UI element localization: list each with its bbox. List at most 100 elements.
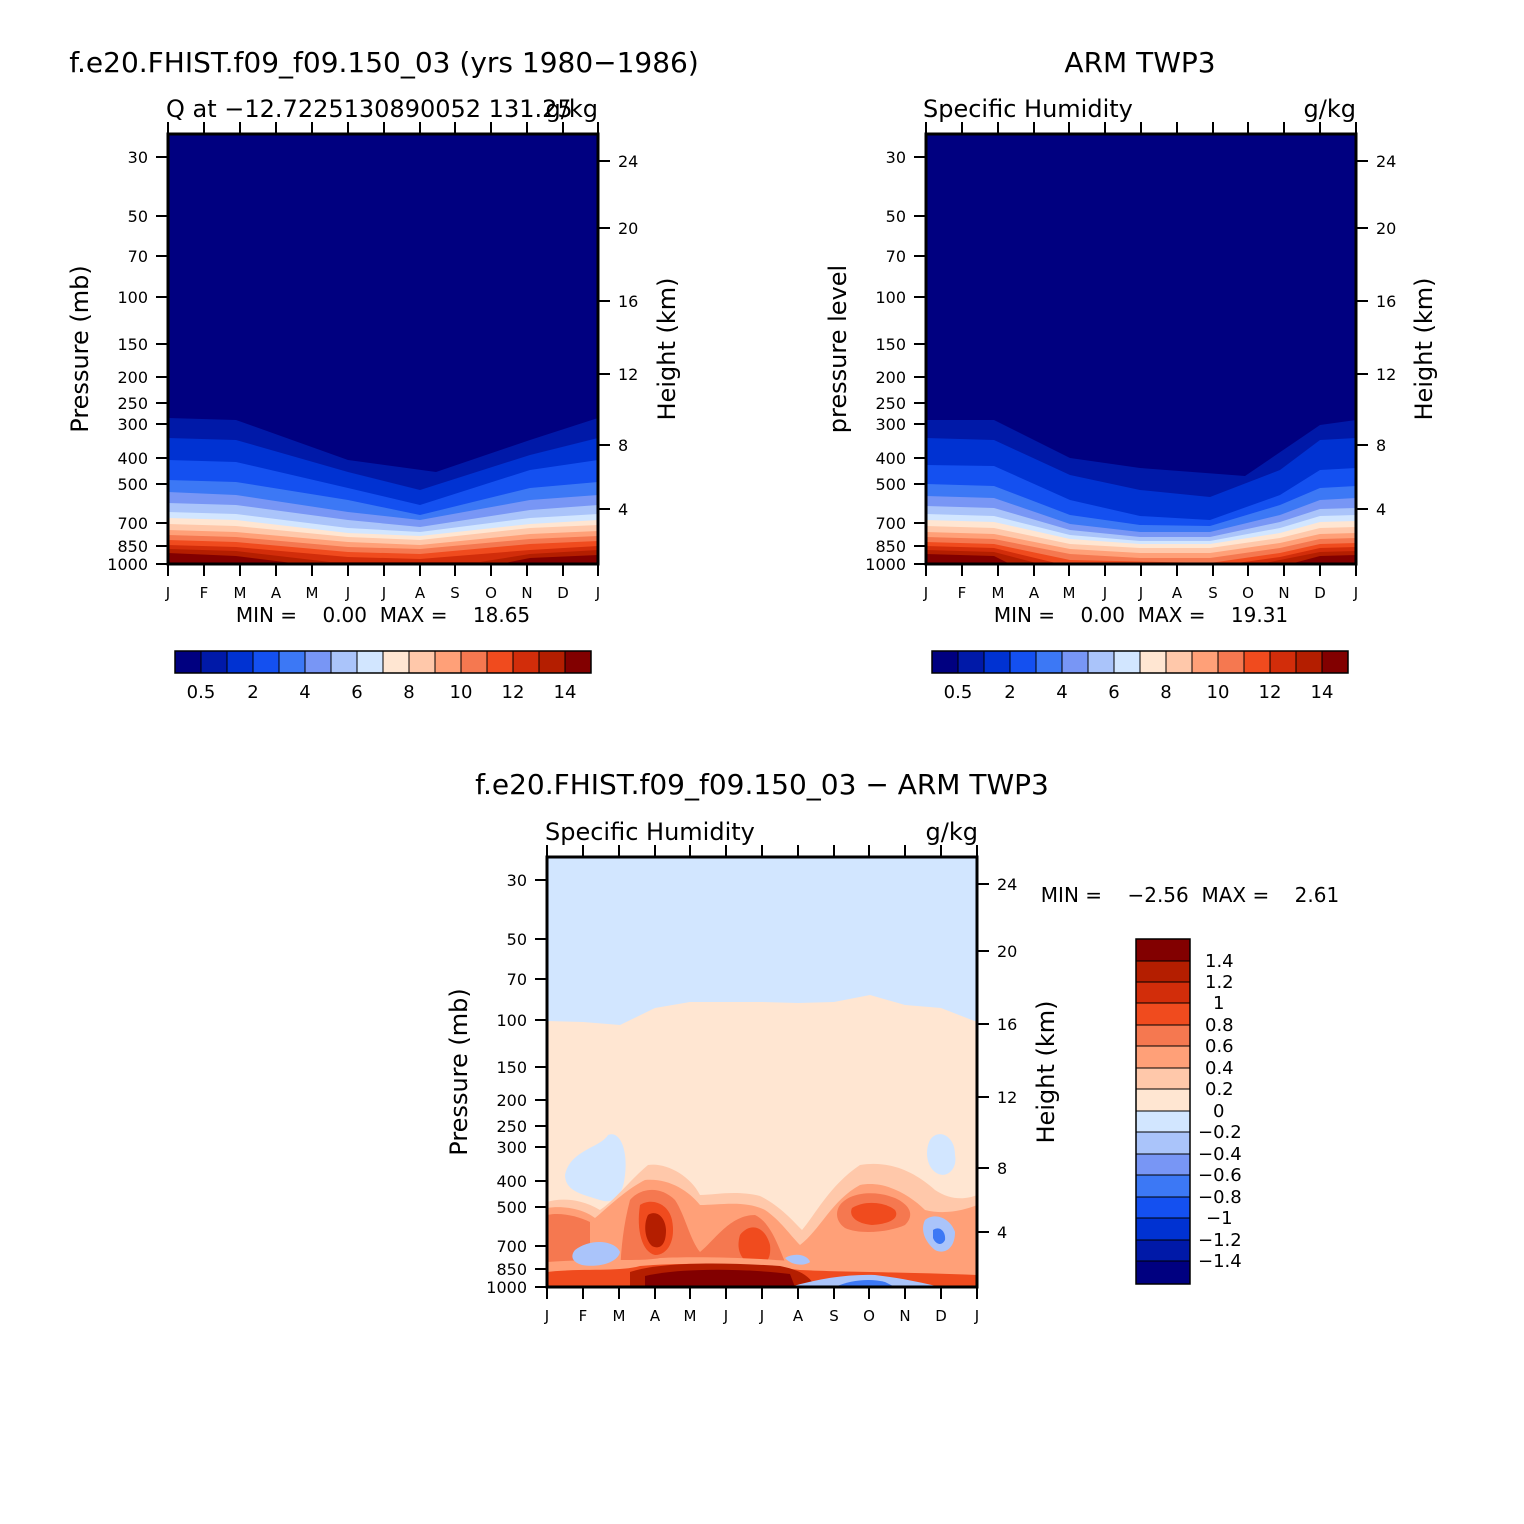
svg-text:A: A xyxy=(793,1307,804,1325)
svg-text:150: 150 xyxy=(496,1058,527,1077)
svg-text:24: 24 xyxy=(1376,152,1396,171)
obs-title: ARM TWP3 xyxy=(1064,46,1215,79)
svg-text:A: A xyxy=(1172,584,1183,602)
model-y-ticks: 30 50 70 100 150 200 250 300 400 500 700… xyxy=(107,148,168,574)
svg-text:J: J xyxy=(595,584,600,602)
model-x-ticks: J F M A M J J A S O N D J xyxy=(165,122,600,602)
svg-text:250: 250 xyxy=(875,394,906,413)
svg-text:S: S xyxy=(1208,584,1218,602)
svg-text:J: J xyxy=(165,584,170,602)
diff-cb-label: −0.8 xyxy=(1198,1187,1242,1208)
svg-text:50: 50 xyxy=(128,207,148,226)
svg-text:20: 20 xyxy=(997,942,1017,961)
obs-colorbar: 0.5 2 4 6 8 10 12 14 xyxy=(931,650,1349,703)
svg-text:250: 250 xyxy=(117,394,148,413)
obs-cb-label: 10 xyxy=(1207,682,1230,703)
model-cb-label: 6 xyxy=(351,682,362,703)
model-cb-label: 10 xyxy=(450,682,473,703)
svg-text:J: J xyxy=(723,1307,728,1325)
svg-text:700: 700 xyxy=(875,514,906,533)
model-colorbar: 0.5 2 4 6 8 10 12 14 xyxy=(174,650,592,703)
diff-colorbar: 1.4 1.2 1 0.8 0.6 0.4 0.2 0 −0.2 −0.4 −0… xyxy=(1135,938,1242,1285)
diff-cb-label: −1.4 xyxy=(1198,1251,1242,1272)
svg-text:A: A xyxy=(271,584,282,602)
model-cb-label: 2 xyxy=(247,682,258,703)
obs-cb-label: 6 xyxy=(1108,682,1119,703)
svg-text:M: M xyxy=(684,1307,697,1325)
obs-cb-label: 14 xyxy=(1311,682,1334,703)
obs-contour-field xyxy=(926,134,1356,564)
svg-text:M: M xyxy=(992,584,1005,602)
svg-text:50: 50 xyxy=(886,207,906,226)
diff-cb-label: −1.2 xyxy=(1198,1230,1242,1251)
diff-y2-axis-label: Height (km) xyxy=(1032,1001,1060,1144)
svg-text:50: 50 xyxy=(507,930,527,949)
svg-text:300: 300 xyxy=(496,1138,527,1157)
svg-text:M: M xyxy=(234,584,247,602)
svg-text:D: D xyxy=(1314,584,1326,602)
svg-text:24: 24 xyxy=(997,875,1017,894)
diff-cb-label: −0.4 xyxy=(1198,1144,1242,1165)
svg-text:850: 850 xyxy=(875,537,906,556)
svg-text:J: J xyxy=(1102,584,1107,602)
svg-text:30: 30 xyxy=(128,148,148,167)
model-min-max: MIN = 0.00 MAX = 18.65 xyxy=(236,603,530,627)
model-cb-label: 4 xyxy=(299,682,310,703)
diff-cb-label: 0.2 xyxy=(1205,1079,1234,1100)
diff-cb-label: 1 xyxy=(1213,993,1224,1014)
obs-left-string: Specific Humidity xyxy=(923,95,1133,123)
svg-text:S: S xyxy=(829,1307,839,1325)
svg-text:M: M xyxy=(1063,584,1076,602)
obs-x-ticks: J F M A M J J A S O N D J xyxy=(923,122,1358,602)
model-y2-axis-label: Height (km) xyxy=(653,278,681,421)
svg-text:4: 4 xyxy=(1376,500,1386,519)
svg-text:J: J xyxy=(759,1307,764,1325)
diff-cb-label: 1.2 xyxy=(1205,972,1234,993)
svg-text:850: 850 xyxy=(117,537,148,556)
diff-cb-label: 0 xyxy=(1213,1101,1224,1122)
svg-text:300: 300 xyxy=(875,415,906,434)
svg-text:1000: 1000 xyxy=(865,555,906,574)
svg-text:J: J xyxy=(381,584,386,602)
panel-diff: f.e20.FHIST.f09_f09.150_03 − ARM TWP3 Sp… xyxy=(445,768,1339,1325)
diff-cb-label: −0.6 xyxy=(1198,1165,1242,1186)
model-cb-label: 12 xyxy=(502,682,525,703)
svg-text:4: 4 xyxy=(618,500,628,519)
svg-text:20: 20 xyxy=(1376,219,1396,238)
svg-text:70: 70 xyxy=(507,970,527,989)
svg-text:400: 400 xyxy=(496,1172,527,1191)
svg-text:M: M xyxy=(613,1307,626,1325)
model-right-string: g/kg xyxy=(546,95,598,123)
svg-text:M: M xyxy=(306,584,319,602)
model-cb-label: 14 xyxy=(554,682,577,703)
svg-text:N: N xyxy=(899,1307,910,1325)
svg-text:A: A xyxy=(415,584,426,602)
svg-text:200: 200 xyxy=(875,368,906,387)
svg-text:F: F xyxy=(200,584,209,602)
panel-model: f.e20.FHIST.f09_f09.150_03 (yrs 1980−198… xyxy=(66,46,699,703)
svg-text:J: J xyxy=(544,1307,549,1325)
svg-text:500: 500 xyxy=(496,1198,527,1217)
diff-x-ticks: J F M A M J J A S O N D J xyxy=(544,845,979,1325)
svg-text:150: 150 xyxy=(875,335,906,354)
panel-obs: ARM TWP3 Specific Humidity g/kg 30 50 70 xyxy=(824,46,1438,703)
model-cb-label: 0.5 xyxy=(187,682,216,703)
diff-y-axis-label: Pressure (mb) xyxy=(445,988,473,1155)
obs-cb-label: 2 xyxy=(1004,682,1015,703)
svg-text:700: 700 xyxy=(496,1237,527,1256)
model-y2-ticks: 24 20 16 12 8 4 xyxy=(598,152,638,519)
svg-text:16: 16 xyxy=(997,1015,1017,1034)
diff-y2-ticks: 24 20 16 12 8 4 xyxy=(977,875,1017,1242)
svg-text:200: 200 xyxy=(496,1091,527,1110)
svg-text:O: O xyxy=(863,1307,875,1325)
diff-cb-label: −1 xyxy=(1206,1208,1233,1229)
svg-text:24: 24 xyxy=(618,152,638,171)
svg-text:12: 12 xyxy=(997,1088,1017,1107)
obs-cb-label: 8 xyxy=(1160,682,1171,703)
svg-text:100: 100 xyxy=(117,288,148,307)
svg-text:20: 20 xyxy=(618,219,638,238)
svg-text:850: 850 xyxy=(496,1260,527,1279)
svg-text:12: 12 xyxy=(618,365,638,384)
svg-text:30: 30 xyxy=(507,871,527,890)
